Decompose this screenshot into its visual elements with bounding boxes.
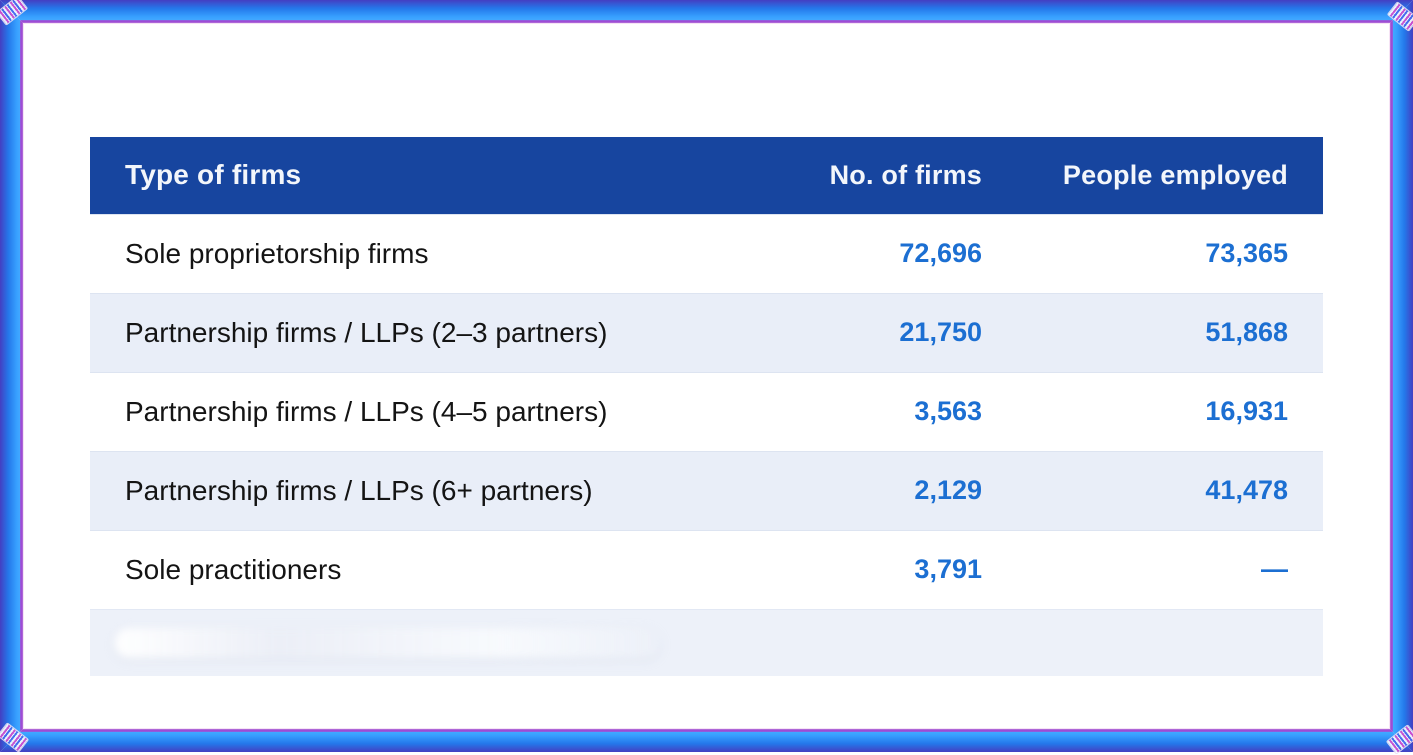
no-of-firms-value: 3,791	[914, 554, 982, 585]
column-header-people-employed: People employed	[1062, 159, 1288, 190]
frame-border-top	[0, 0, 1413, 24]
table-row: Partnership firms / LLPs (6+ partners) 2…	[90, 451, 1323, 530]
column-header-type-of-firms: Type of firms	[125, 159, 302, 191]
corner-artifact-icon	[0, 0, 29, 26]
column-header-no-of-firms: No. of firms	[829, 159, 982, 190]
table-row: Partnership firms / LLPs (2–3 partners) …	[90, 293, 1323, 372]
table-header-row: Type of firms No. of firms People employ…	[90, 137, 1323, 214]
firms-table: Type of firms No. of firms People employ…	[90, 137, 1323, 676]
corner-artifact-icon	[0, 722, 30, 753]
frame-border-left	[0, 0, 24, 752]
no-of-firms-value: 21,750	[899, 317, 982, 348]
table-row-blurred	[90, 609, 1323, 676]
no-of-firms-value: 3,563	[914, 396, 982, 427]
firm-type-label: Partnership firms / LLPs (2–3 partners)	[125, 316, 608, 348]
people-employed-value: —	[1261, 554, 1288, 585]
people-employed-value: 51,868	[1205, 317, 1288, 348]
firm-type-label: Partnership firms / LLPs (6+ partners)	[125, 474, 593, 506]
people-employed-value: 16,931	[1205, 396, 1288, 427]
frame-border-bottom	[0, 728, 1413, 752]
no-of-firms-value: 72,696	[899, 238, 982, 269]
firm-type-label: Sole practitioners	[125, 553, 342, 585]
corner-artifact-icon	[1386, 1, 1413, 32]
table-row: Sole proprietorship firms 72,696 73,365	[90, 214, 1323, 293]
firm-type-label: Partnership firms / LLPs (4–5 partners)	[125, 395, 608, 427]
table-row: Sole practitioners 3,791 —	[90, 530, 1323, 609]
table-row: Partnership firms / LLPs (4–5 partners) …	[90, 372, 1323, 451]
no-of-firms-value: 2,129	[914, 475, 982, 506]
blurred-content-smudge	[115, 628, 660, 658]
people-employed-value: 41,478	[1205, 475, 1288, 506]
corner-artifact-icon	[1385, 724, 1413, 755]
firm-type-label: Sole proprietorship firms	[125, 237, 429, 269]
people-employed-value: 73,365	[1205, 238, 1288, 269]
frame-border-right	[1389, 0, 1413, 752]
